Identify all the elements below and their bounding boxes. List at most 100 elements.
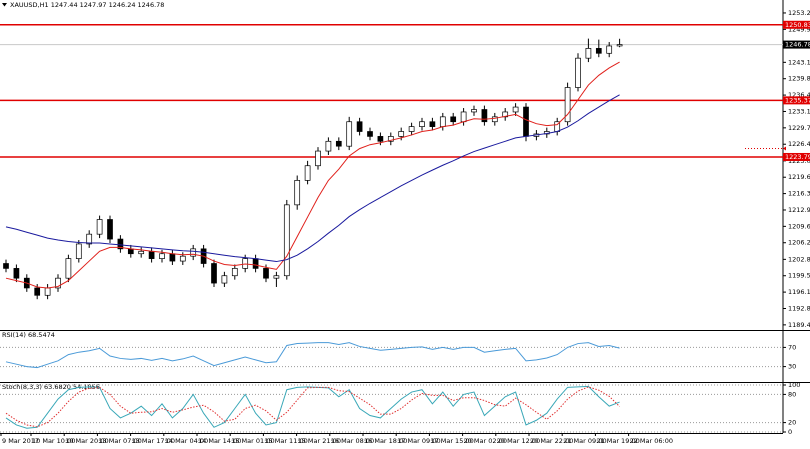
level-box bbox=[783, 20, 810, 29]
candle-body bbox=[585, 48, 592, 59]
candle-body bbox=[575, 57, 581, 88]
x-tick-label: 15 Mar 01:00 bbox=[231, 437, 274, 445]
candle-body bbox=[429, 121, 436, 127]
y-tick-label: 1239.80 bbox=[788, 75, 810, 83]
y-tick-label: 1226.40 bbox=[788, 140, 810, 148]
level-box bbox=[783, 152, 810, 161]
y-tick-label: 1243.15 bbox=[788, 58, 810, 66]
y-tick-label: 1189.45 bbox=[788, 321, 810, 329]
y-tick-label: 1233.10 bbox=[788, 107, 810, 115]
candle-body bbox=[117, 238, 124, 250]
candle-body bbox=[387, 136, 394, 142]
y-tick-label: 20 bbox=[788, 419, 796, 427]
x-tick-label: 10 Mar 20:00 bbox=[65, 437, 108, 445]
candle-body bbox=[263, 268, 269, 279]
level-label: 1223.79 bbox=[785, 153, 810, 161]
y-tick-label: 1253.25 bbox=[788, 9, 810, 17]
candle-body bbox=[523, 106, 529, 137]
candle-body bbox=[211, 263, 217, 284]
candle-body bbox=[481, 109, 488, 123]
candle-body bbox=[221, 275, 228, 284]
x-tick-label: 13 Mar 07:00 bbox=[98, 437, 141, 445]
marker-arrow bbox=[783, 146, 786, 151]
moving-average bbox=[5, 94, 620, 263]
candle-body bbox=[377, 136, 384, 142]
chart-title: XAUUSD,H1 1247.44 1247.97 1246.24 1246.7… bbox=[10, 1, 164, 9]
x-tick-label: 21 Mar 09:00 bbox=[563, 437, 606, 445]
candle-body bbox=[294, 180, 301, 206]
x-tick-label: 15 Mar 11:00 bbox=[264, 437, 307, 445]
candle-body bbox=[159, 253, 165, 259]
x-tick-label: 14 Mar 14:00 bbox=[198, 437, 241, 445]
x-tick-label: 16 Mar 08:00 bbox=[331, 437, 374, 445]
candle-body bbox=[471, 109, 477, 113]
x-tick-label: 16 Mar 18:00 bbox=[364, 437, 407, 445]
y-tick-label: 80 bbox=[788, 390, 796, 398]
candle-body bbox=[107, 219, 113, 240]
y-tick-label: 1249.90 bbox=[788, 25, 810, 33]
rsi-line bbox=[5, 342, 620, 369]
candle-body bbox=[606, 45, 613, 54]
y-tick-label: 70 bbox=[788, 343, 796, 351]
candle-body bbox=[190, 248, 197, 257]
candle-body bbox=[439, 116, 446, 127]
candle-body bbox=[138, 250, 145, 255]
y-tick-label: 30 bbox=[788, 363, 796, 371]
candle-body bbox=[252, 258, 259, 269]
candle-body bbox=[325, 140, 332, 152]
candle-body bbox=[273, 275, 280, 279]
stoch-title: Stoch(8,3,3) 63.6820 54.1856 bbox=[2, 383, 100, 391]
x-tick-label: 21 Mar 19:00 bbox=[596, 437, 639, 445]
moving-average bbox=[5, 61, 620, 289]
candle-body bbox=[86, 233, 93, 245]
y-tick-label: 1212.95 bbox=[788, 206, 810, 214]
x-tick-label: 20 Mar 22:00 bbox=[530, 437, 573, 445]
x-tick-label: 17 Mar 15:00 bbox=[430, 437, 473, 445]
candle-body bbox=[512, 106, 519, 113]
title-arrow bbox=[2, 3, 7, 7]
y-tick-label: 1196.15 bbox=[788, 288, 810, 296]
candle-body bbox=[450, 116, 457, 123]
candle-body bbox=[231, 268, 238, 277]
candle-body bbox=[335, 140, 342, 147]
candle-body bbox=[169, 253, 176, 262]
x-tick-label: 20 Mar 02:00 bbox=[464, 437, 507, 445]
y-tick-label: 1192.80 bbox=[788, 304, 810, 312]
last-price-box bbox=[783, 40, 810, 49]
y-tick-label: 1219.65 bbox=[788, 173, 810, 181]
candle-body bbox=[564, 87, 571, 123]
x-tick-label: 15 Mar 21:00 bbox=[298, 437, 341, 445]
candle-body bbox=[283, 204, 290, 277]
level-label: 1250.83 bbox=[785, 21, 810, 29]
candle-body bbox=[356, 121, 363, 132]
y-tick-label: 1202.85 bbox=[788, 255, 810, 263]
candle-body bbox=[408, 126, 415, 132]
y-tick-label: 0 bbox=[788, 428, 792, 436]
y-tick-label: 1199.50 bbox=[788, 272, 810, 280]
y-tick-label: 1216.30 bbox=[788, 190, 810, 198]
candle-body bbox=[346, 121, 353, 147]
x-tick-label: 9 Mar 2017 bbox=[2, 437, 39, 445]
candle-body bbox=[398, 131, 405, 137]
candle-body bbox=[34, 287, 41, 296]
x-tick-label: 22 Mar 06:00 bbox=[630, 437, 673, 445]
candle-body bbox=[127, 248, 134, 255]
x-tick-label: 13 Mar 17:00 bbox=[132, 437, 175, 445]
stoch-line bbox=[5, 385, 620, 429]
x-tick-label: 14 Mar 04:00 bbox=[165, 437, 208, 445]
y-tick-label: 1209.60 bbox=[788, 222, 810, 230]
candle-body bbox=[96, 219, 103, 235]
level-label: 1235.37 bbox=[785, 96, 810, 104]
last-price-label: 1246.78 bbox=[785, 41, 810, 49]
candle-body bbox=[65, 258, 72, 279]
y-tick-label: 1229.75 bbox=[788, 124, 810, 132]
candle-body bbox=[304, 165, 311, 181]
level-box bbox=[783, 96, 810, 105]
candle-body bbox=[148, 250, 155, 259]
candle-body bbox=[616, 44, 623, 47]
candle-body bbox=[367, 131, 373, 137]
candle-body bbox=[55, 277, 61, 289]
